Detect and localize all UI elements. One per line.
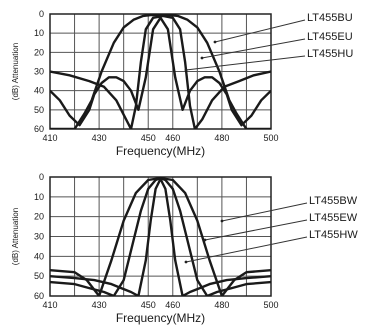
x-tick-label: 480 <box>214 133 229 143</box>
x-tick-label: 450 <box>141 133 156 143</box>
legend-entry-lt455hu: LT455HU <box>307 48 353 60</box>
legend-entry-lt455hw: LT455HW <box>309 229 358 241</box>
y-tick-label: 0 <box>39 9 44 19</box>
x-axis-label: Frequency(MHz) <box>116 144 205 158</box>
y-tick-label: 10 <box>34 28 44 38</box>
y-tick-label: 50 <box>34 105 44 115</box>
y-tick-label: 40 <box>34 86 44 96</box>
y-tick-label: 50 <box>34 271 44 281</box>
x-tick-label: 410 <box>42 300 57 310</box>
y-tick-label: 40 <box>34 251 44 261</box>
legend-entry-lt455ew: LT455EW <box>309 212 358 224</box>
x-tick-label: 500 <box>263 300 278 310</box>
legend-leader-line <box>204 219 308 241</box>
x-tick-label: 480 <box>214 300 229 310</box>
y-tick-label: 60 <box>34 124 44 134</box>
legend-entry-lt455bw: LT455BW <box>309 195 358 207</box>
y-tick-label: 30 <box>34 232 44 242</box>
legend-leader-line <box>185 236 308 263</box>
x-tick-label: 450 <box>141 300 156 310</box>
y-tick-label: 60 <box>34 291 44 301</box>
legend-entry-lt455bu: LT455BU <box>307 12 353 24</box>
legend-leader-dot <box>220 219 224 223</box>
legend-leader-dot <box>200 56 204 60</box>
y-tick-label: 10 <box>34 192 44 202</box>
legend-leader-line <box>185 55 306 71</box>
y-tick-label: 20 <box>34 47 44 57</box>
series-line-lt455eu <box>50 14 271 129</box>
legend-entry-lt455eu: LT455EU <box>307 31 353 43</box>
legend-leader-line <box>201 38 306 59</box>
legend-leader-dot <box>184 260 188 264</box>
legend-leader-line <box>214 19 306 43</box>
legend-leader-dot <box>184 68 188 72</box>
x-tick-label: 460 <box>165 133 180 143</box>
series-line-lt455bu <box>50 13 271 129</box>
y-axis-label: (dB) Attenuation <box>11 208 20 265</box>
x-tick-label: 410 <box>42 133 57 143</box>
x-tick-label: 460 <box>165 300 180 310</box>
series-line-lt455hw <box>50 177 271 296</box>
legend-leader-dot <box>213 40 217 44</box>
y-tick-label: 0 <box>39 172 44 182</box>
y-tick-label: 20 <box>34 212 44 222</box>
x-axis-label: Frequency(MHz) <box>116 311 205 325</box>
y-tick-label: 30 <box>34 67 44 77</box>
legend-leader-dot <box>203 238 207 242</box>
x-tick-label: 430 <box>92 133 107 143</box>
x-tick-label: 500 <box>263 133 278 143</box>
legend-leader-line <box>221 202 308 222</box>
x-tick-label: 430 <box>92 300 107 310</box>
y-axis-label: (dB) Attenuation <box>11 43 20 100</box>
series-line-lt455hu <box>50 16 271 127</box>
